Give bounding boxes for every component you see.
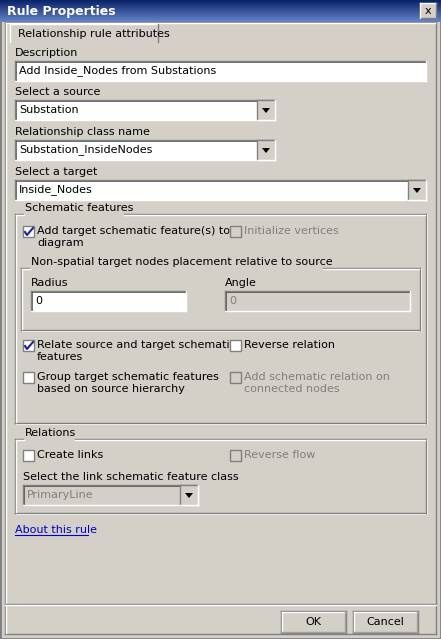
Bar [354,612,417,632]
Bar [0,15,441,16]
Text: features: features [37,352,83,362]
Bar [282,612,345,632]
Polygon shape [413,188,421,193]
Text: Description: Description [15,48,78,58]
Text: Non-spatial target nodes placement relative to source: Non-spatial target nodes placement relat… [31,257,333,267]
Text: Relationship class name: Relationship class name [15,127,150,137]
Text: connected nodes: connected nodes [244,384,340,394]
Bar [230,372,241,383]
Text: Relate source and target schematic: Relate source and target schematic [37,340,236,350]
Bar [0,7,441,8]
Bar [0,12,441,13]
Text: Inside_Nodes: Inside_Nodes [19,185,93,196]
Text: Group target schematic features: Group target schematic features [37,372,219,382]
Text: Cancel: Cancel [366,617,404,627]
Text: 0: 0 [35,296,42,306]
Text: Select a source: Select a source [15,87,101,97]
Bar [0,11,441,12]
Bar [31,291,186,311]
Text: Add target schematic feature(s) to: Add target schematic feature(s) to [37,226,230,236]
Text: based on source hierarchy: based on source hierarchy [37,384,185,394]
Bar [0,16,441,17]
Text: Substation_InsideNodes: Substation_InsideNodes [19,144,153,155]
Bar [0,9,441,10]
Text: Add schematic relation on: Add schematic relation on [244,372,390,382]
Bar [0,6,441,7]
Bar [0,5,441,6]
Bar [0,3,441,4]
Bar [180,485,198,505]
Bar [408,180,426,200]
Bar [0,18,441,19]
Bar [0,13,441,14]
Bar [23,372,34,383]
Bar [23,450,34,461]
Bar [15,180,426,200]
Bar [0,10,441,11]
Bar [230,226,241,237]
Bar [257,140,275,160]
Text: Reverse relation: Reverse relation [244,340,335,350]
Bar [23,485,198,505]
Bar [15,61,426,81]
Bar [23,340,34,351]
Text: Initialize vertices: Initialize vertices [244,226,339,236]
Text: x: x [425,6,431,16]
Text: Rule Properties: Rule Properties [7,4,116,17]
Bar [0,0,441,1]
Bar [0,21,441,22]
Polygon shape [262,148,270,153]
Bar [420,3,436,18]
Bar [230,340,241,351]
Bar [0,20,441,21]
Text: Select a target: Select a target [15,167,97,177]
Text: Create links: Create links [37,450,103,460]
Bar [0,4,441,5]
Bar [257,100,275,120]
Bar [0,8,441,9]
Bar [0,17,441,18]
Bar [0,14,441,15]
Text: About this rule: About this rule [15,525,97,535]
Text: Relationship rule attributes: Relationship rule attributes [18,29,170,39]
Bar [11,42,158,44]
Text: Substation: Substation [19,105,78,115]
Bar [0,1,441,2]
Text: Add Inside_Nodes from Substations: Add Inside_Nodes from Substations [19,66,216,77]
Text: Relations: Relations [25,428,76,438]
Polygon shape [185,493,193,498]
Text: diagram: diagram [37,238,84,248]
Bar [230,450,241,461]
Text: OK: OK [306,617,321,627]
Bar [15,100,275,120]
Bar [0,19,441,20]
Text: Radius: Radius [31,278,68,288]
Text: PrimaryLine: PrimaryLine [27,490,93,500]
Text: Reverse flow: Reverse flow [244,450,315,460]
Bar [15,140,275,160]
Text: 0: 0 [229,296,236,306]
Polygon shape [262,108,270,113]
Bar [225,291,410,311]
Text: Angle: Angle [225,278,257,288]
Bar [0,2,441,3]
Text: Schematic features: Schematic features [25,203,133,213]
Bar [23,226,34,237]
Text: Select the link schematic feature class: Select the link schematic feature class [23,472,239,482]
